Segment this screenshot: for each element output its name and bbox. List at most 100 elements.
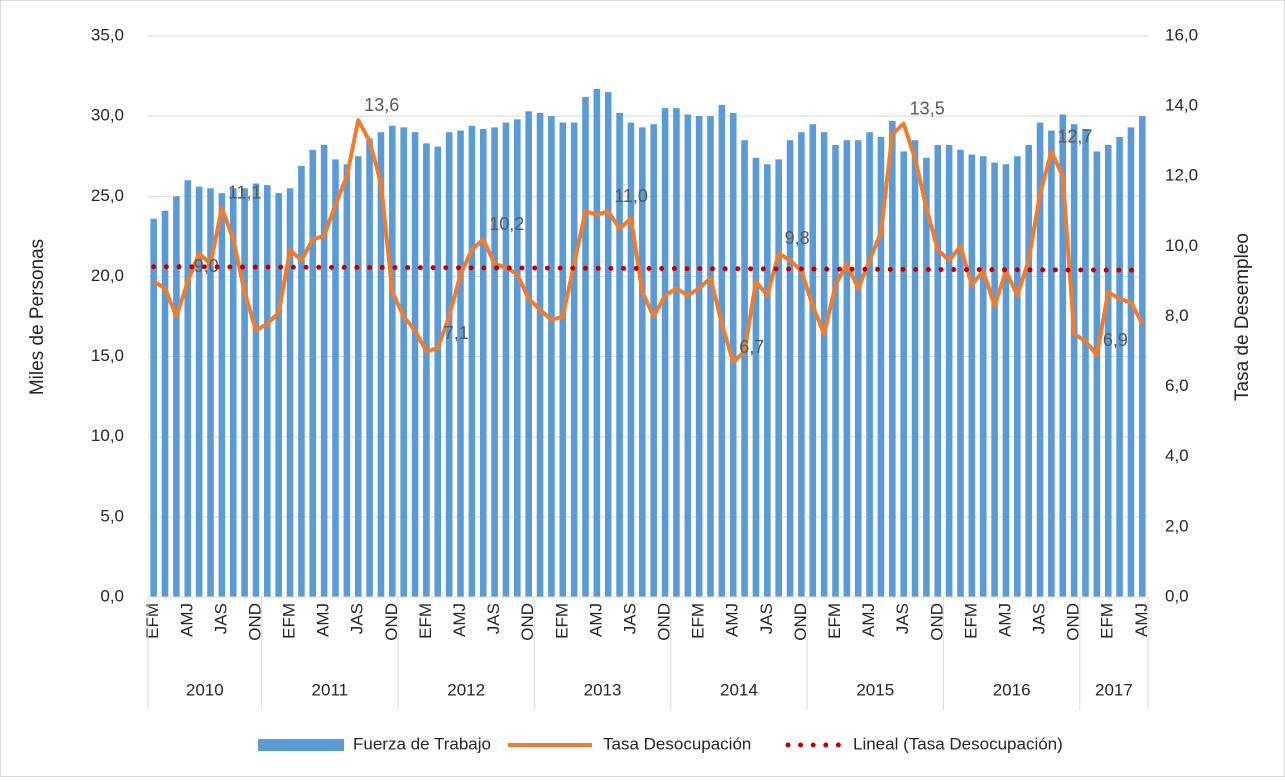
- x-tick-label: OND: [655, 603, 674, 641]
- bar: [775, 159, 782, 598]
- bar: [1093, 151, 1101, 598]
- y-tick-label: 5,0: [100, 506, 124, 525]
- data-label: 7,1: [444, 323, 469, 343]
- data-label: 13,5: [910, 98, 945, 118]
- bar: [923, 157, 930, 597]
- y2-tick-label: 16,0: [1165, 25, 1198, 44]
- bar: [161, 210, 169, 597]
- x-group-label: 2013: [584, 680, 622, 699]
- data-label: 10,2: [489, 214, 524, 234]
- x-group-label: 2017: [1095, 680, 1133, 699]
- bar: [1002, 164, 1010, 597]
- data-label: 11,1: [228, 183, 262, 203]
- bar: [1082, 128, 1089, 598]
- bar: [411, 132, 419, 597]
- x-tick-label: EFM: [825, 603, 844, 639]
- data-label: 12,7: [1057, 126, 1092, 146]
- bar: [604, 92, 612, 597]
- y2-tick-label: 0,0: [1165, 586, 1189, 605]
- bar: [559, 122, 567, 597]
- bar: [445, 132, 453, 597]
- bar: [343, 164, 351, 597]
- bar: [264, 185, 271, 597]
- line: [152, 118, 1145, 365]
- bar: [434, 146, 442, 597]
- bar: [843, 140, 851, 597]
- bar: [502, 122, 510, 597]
- bar: [389, 125, 396, 597]
- bar: [320, 144, 328, 597]
- data-label: 13,6: [364, 95, 399, 115]
- x-tick-label: OND: [382, 603, 401, 641]
- bar: [934, 144, 942, 597]
- y2-axis-title: Tasa de Desempleo: [1232, 233, 1253, 401]
- bar: [207, 188, 214, 597]
- bar: [593, 88, 601, 597]
- x-tick-label: OND: [245, 603, 264, 641]
- y-tick-label: 10,0: [91, 426, 124, 445]
- bar: [1139, 116, 1146, 598]
- x-tick-label: EFM: [689, 603, 708, 639]
- x-tick-label: OND: [1064, 603, 1083, 641]
- bar: [877, 136, 885, 598]
- y-tick-label: 20,0: [91, 266, 124, 285]
- bar: [377, 132, 385, 597]
- bar: [673, 108, 680, 597]
- bar: [229, 188, 237, 597]
- bar: [661, 108, 669, 597]
- x-tick-label: AMJ: [859, 603, 878, 637]
- bar: [911, 140, 919, 597]
- bar: [195, 186, 203, 597]
- y-tick-label: 25,0: [91, 186, 124, 205]
- x-tick-label: JAS: [484, 603, 503, 634]
- bar: [627, 122, 635, 597]
- x-group-label: 2011: [312, 680, 349, 699]
- x-tick-label: JAS: [757, 603, 776, 634]
- data-label: 11,0: [614, 186, 648, 206]
- bar: [173, 196, 180, 598]
- bar: [729, 112, 737, 598]
- x-tick-label: OND: [518, 603, 537, 641]
- legend-label: Lineal (Tasa Desocupación): [853, 734, 1063, 753]
- legend-swatch: [258, 739, 344, 751]
- bar: [582, 96, 589, 597]
- bar: [1036, 122, 1044, 597]
- y2-tick-label: 12,0: [1165, 166, 1198, 185]
- x-tick-label: JAS: [893, 603, 912, 634]
- x-group-label: 2012: [447, 680, 485, 699]
- bar: [354, 156, 362, 597]
- x-tick-label: AMJ: [450, 603, 469, 637]
- x-tick-label: EFM: [143, 603, 162, 639]
- bar: [945, 144, 953, 597]
- bar: [684, 114, 692, 597]
- bar: [252, 183, 260, 597]
- bar: [820, 132, 828, 597]
- bar: [286, 188, 294, 597]
- x-group-label: 2016: [993, 680, 1031, 699]
- x-tick-label: EFM: [1098, 603, 1117, 639]
- bar: [900, 151, 907, 598]
- y-tick-label: 30,0: [91, 106, 124, 125]
- bar: [400, 127, 407, 597]
- data-label: 6,7: [739, 337, 764, 357]
- bar: [1025, 144, 1032, 597]
- bar: [536, 112, 544, 598]
- bar: [457, 130, 464, 597]
- bar: [241, 188, 248, 597]
- x-tick-label: AMJ: [1132, 603, 1151, 637]
- bar: [309, 149, 317, 597]
- x-group-label: 2014: [720, 680, 758, 699]
- bar: [298, 165, 305, 597]
- bar: [741, 140, 748, 597]
- legend-label: Tasa Desocupación: [603, 734, 751, 753]
- bar: [809, 124, 817, 598]
- bar: [752, 157, 760, 597]
- bar: [150, 218, 157, 597]
- y2-tick-label: 2,0: [1165, 516, 1189, 535]
- bar: [514, 119, 521, 597]
- y-tick-label: 0,0: [100, 586, 124, 605]
- bar: [218, 193, 226, 597]
- bar: [423, 143, 430, 598]
- x-tick-label: EFM: [961, 603, 980, 639]
- x-tick-label: OND: [791, 603, 810, 641]
